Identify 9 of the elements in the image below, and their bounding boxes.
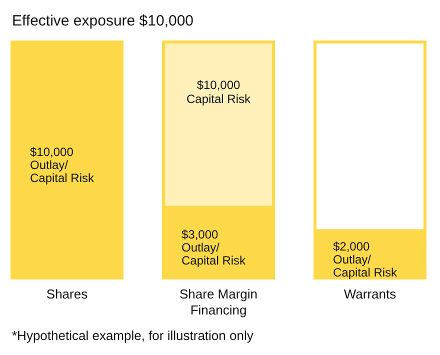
annotation: $10,000 Capital Risk — [186, 78, 252, 106]
data-label: $3,000 Outlay/ Capital Risk — [182, 228, 247, 268]
text: *Hypothetical example, for illustration only — [12, 328, 254, 343]
data-label: $2,000 Outlay/ Capital Risk — [333, 239, 398, 280]
x-tick-label: Shares — [46, 286, 88, 302]
x-tick-label: Warrants — [344, 286, 397, 302]
chart-title: Effective exposure $10,000 — [12, 12, 194, 30]
data-label: $10,000 Outlay/ Capital Risk — [30, 145, 96, 185]
x-tick-label: Share Margin Financing — [179, 286, 258, 318]
